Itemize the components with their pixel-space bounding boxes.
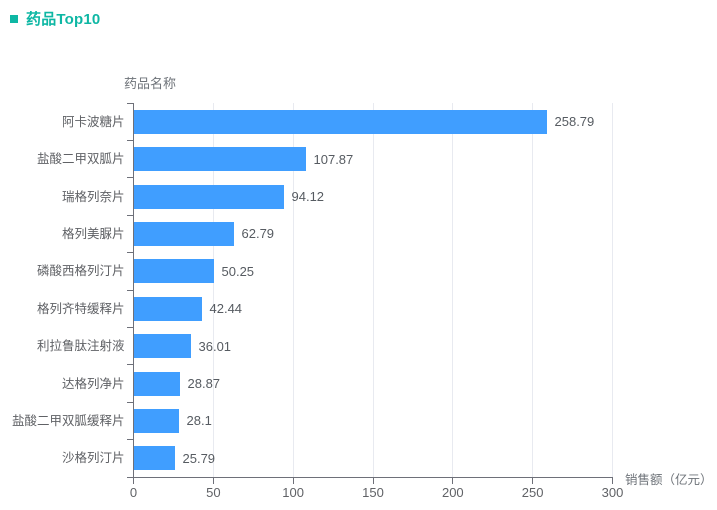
bar-value-label: 107.87: [313, 151, 354, 167]
x-axis-tick: [133, 478, 134, 484]
bar[interactable]: [133, 221, 234, 246]
bar[interactable]: [133, 147, 306, 172]
grid-line: [532, 103, 534, 477]
bar[interactable]: [133, 446, 175, 471]
x-axis-line: [126, 477, 613, 478]
y-axis-tick: [126, 439, 133, 441]
category-label: 阿卡波糖片: [61, 114, 125, 129]
grid-line: [212, 103, 214, 477]
bar[interactable]: [133, 408, 179, 433]
bar[interactable]: [133, 296, 202, 321]
y-axis-tick: [126, 289, 133, 291]
category-label: 利拉鲁肽注射液: [36, 339, 125, 354]
y-axis-tick: [126, 252, 133, 254]
x-tick-label: 0: [129, 485, 138, 500]
y-axis-line: [132, 103, 134, 478]
category-label: 盐酸二甲双胍缓释片: [11, 413, 125, 428]
bar[interactable]: [133, 334, 191, 359]
y-axis-title: 药品名称: [124, 76, 177, 91]
category-label: 盐酸二甲双胍片: [36, 152, 125, 167]
panel-title: 药品Top10: [10, 8, 100, 29]
x-axis-tick: [612, 478, 613, 484]
bar[interactable]: [133, 184, 284, 209]
x-axis-tick: [372, 478, 374, 484]
bar-value-label: 258.79: [554, 114, 595, 130]
y-axis-tick: [126, 102, 133, 104]
x-axis-title: 销售额（亿元）: [625, 473, 713, 487]
x-axis-tick: [292, 478, 294, 484]
category-label: 达格列净片: [61, 376, 125, 391]
y-axis-tick: [126, 476, 133, 478]
y-axis-tick: [126, 364, 133, 366]
bar-value-label: 36.01: [198, 338, 232, 354]
x-tick-label: 300: [601, 485, 624, 500]
x-tick-label: 150: [362, 485, 384, 500]
x-tick-label: 200: [441, 485, 464, 500]
bar-value-label: 28.87: [187, 376, 221, 391]
bar-value-label: 62.79: [241, 226, 275, 242]
bar-value-label: 28.1: [186, 413, 212, 429]
category-label: 磷酸西格列汀片: [36, 264, 125, 279]
bar-value-label: 94.12: [291, 189, 325, 204]
x-tick-label: 100: [282, 485, 304, 500]
x-tick-label: 50: [206, 485, 221, 500]
y-axis-tick: [126, 139, 133, 141]
y-axis-tick: [126, 177, 133, 179]
category-label: 格列美脲片: [61, 226, 125, 241]
panel-title-text: 药品Top10: [26, 11, 101, 28]
title-bullet-icon: [10, 14, 18, 23]
bar[interactable]: [133, 109, 547, 134]
y-axis-tick: [126, 214, 133, 216]
category-label: 沙格列汀片: [61, 451, 125, 466]
bar-value-label: 25.79: [182, 450, 216, 466]
x-tick-label: 250: [521, 485, 544, 500]
bar-value-label: 42.44: [209, 301, 243, 317]
x-axis-tick: [452, 478, 454, 484]
bar-value-label: 50.25: [221, 263, 255, 279]
bar[interactable]: [133, 371, 180, 396]
category-label: 格列齐特缓释片: [36, 301, 125, 316]
bar[interactable]: [133, 259, 214, 284]
x-axis-tick: [532, 478, 534, 484]
category-label: 瑞格列奈片: [61, 189, 125, 204]
y-axis-tick: [126, 326, 133, 328]
grid-line: [372, 103, 374, 477]
y-axis-tick: [126, 401, 133, 403]
grid-line: [292, 103, 294, 477]
grid-line: [612, 103, 613, 477]
grid-line: [452, 103, 454, 477]
x-axis-tick: [212, 478, 214, 484]
